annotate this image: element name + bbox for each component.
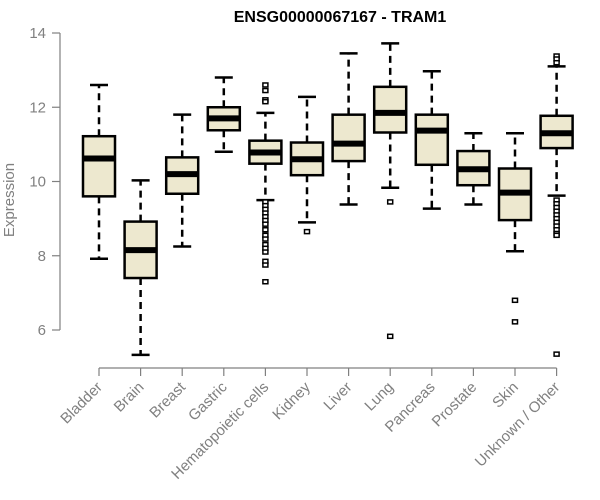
outlier-point <box>262 87 269 94</box>
outlier-point <box>262 278 269 285</box>
x-tick-label: Bladder <box>57 379 106 428</box>
box-iqr <box>331 113 366 163</box>
boxes <box>81 42 574 357</box>
y-tick-label: 6 <box>38 322 46 339</box>
y-axis-title: Expression <box>1 163 18 237</box>
box-group <box>539 53 574 357</box>
x-tick-label: Lung <box>361 379 397 415</box>
y-axis: 6 8 10 12 14 <box>29 25 61 339</box>
y-tick-label: 14 <box>29 25 46 42</box>
x-tick-label: Liver <box>320 379 355 414</box>
box-group <box>81 83 117 260</box>
outlier-point <box>262 221 269 227</box>
outlier-point <box>511 319 519 325</box>
y-tick-label: 12 <box>29 99 46 116</box>
outlier-point <box>262 262 269 268</box>
outlier-point <box>386 199 394 205</box>
box-group <box>206 76 242 154</box>
outlier-point <box>553 351 560 357</box>
outlier-point <box>553 59 560 66</box>
box-group <box>497 131 533 325</box>
chart-title: ENSG00000067167 - TRAM1 <box>234 9 447 26</box>
x-tick-label: Kidney <box>269 378 314 423</box>
x-tick-label: Breast <box>146 378 189 421</box>
outlier-point <box>511 297 519 304</box>
y-tick-label: 8 <box>38 248 46 265</box>
x-tick-label: Skin <box>489 379 522 412</box>
outlier-point <box>262 227 269 233</box>
outlier-point <box>303 228 311 235</box>
outlier-point <box>386 333 394 340</box>
box-group <box>164 113 200 248</box>
box-group <box>414 69 450 210</box>
box-group <box>331 52 366 206</box>
outlier-point <box>262 82 269 88</box>
x-tick-label: Brain <box>111 379 148 416</box>
box-group <box>372 42 408 340</box>
box-group <box>289 95 325 235</box>
x-tick-label: Prostate <box>429 379 481 431</box>
box-iqr <box>372 85 408 134</box>
box-iqr <box>81 134 117 198</box>
outlier-point <box>553 232 560 239</box>
y-tick-label: 10 <box>29 174 46 191</box>
outlier-point <box>262 98 269 105</box>
box-group <box>123 179 158 357</box>
outlier-point <box>262 249 269 255</box>
box-group <box>456 131 491 206</box>
outlier-point <box>262 236 269 242</box>
box-group <box>248 82 283 285</box>
box-iqr <box>414 113 450 167</box>
